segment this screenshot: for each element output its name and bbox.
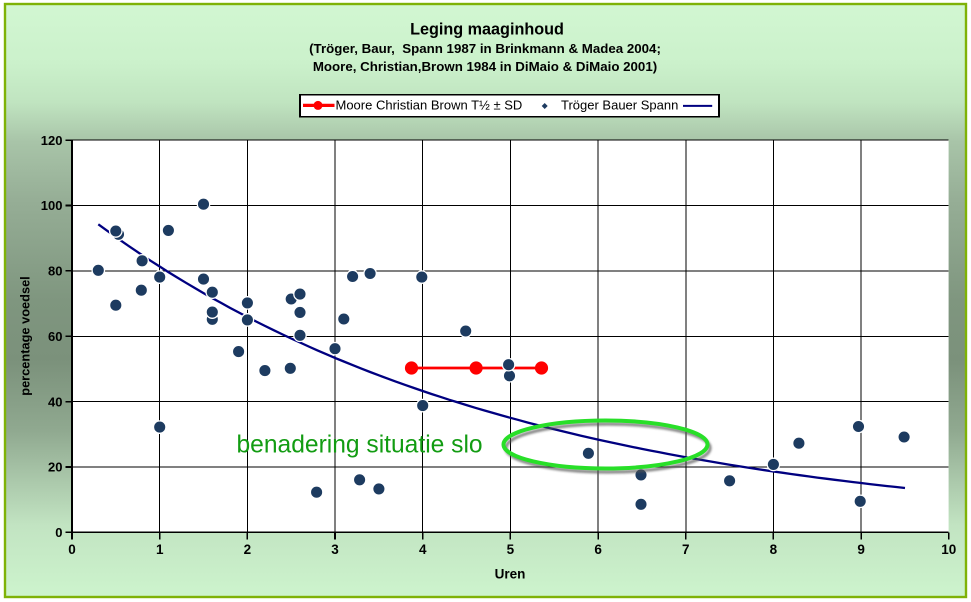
svg-text:5: 5 [507, 542, 515, 557]
svg-text:7: 7 [682, 542, 690, 557]
svg-text:100: 100 [41, 198, 63, 213]
svg-text:Moore, Christian,Brown 1984 in: Moore, Christian,Brown 1984 in DiMaio & … [313, 59, 657, 74]
svg-text:Moore Christian Brown T½ ± SD: Moore Christian Brown T½ ± SD [336, 97, 523, 112]
svg-text:benadering situatie slo: benadering situatie slo [237, 432, 483, 459]
svg-text:(Tröger, Baur, Spann 1987 in: (Tröger, Baur, Spann 1987 in Brinkmann &… [309, 41, 661, 56]
svg-text:0: 0 [68, 542, 76, 557]
svg-text:60: 60 [48, 329, 62, 344]
svg-text:40: 40 [48, 394, 62, 409]
svg-text:9: 9 [857, 542, 865, 557]
svg-text:120: 120 [41, 133, 63, 148]
svg-text:1: 1 [156, 542, 164, 557]
svg-text:Uren: Uren [495, 567, 526, 582]
svg-text:4: 4 [419, 542, 427, 557]
svg-text:Tröger Bauer Spann: Tröger Bauer Spann [561, 98, 678, 113]
svg-text:Leging maaginhoud: Leging maaginhoud [410, 21, 564, 39]
svg-text:8: 8 [770, 542, 778, 557]
svg-text:2: 2 [244, 542, 252, 557]
svg-text:3: 3 [331, 542, 339, 557]
svg-text:6: 6 [594, 542, 602, 557]
svg-text:0: 0 [55, 525, 62, 540]
svg-text:80: 80 [48, 264, 62, 279]
svg-text:10: 10 [941, 542, 956, 557]
svg-text:20: 20 [48, 460, 62, 475]
svg-text:percentage voedsel: percentage voedsel [18, 276, 33, 396]
